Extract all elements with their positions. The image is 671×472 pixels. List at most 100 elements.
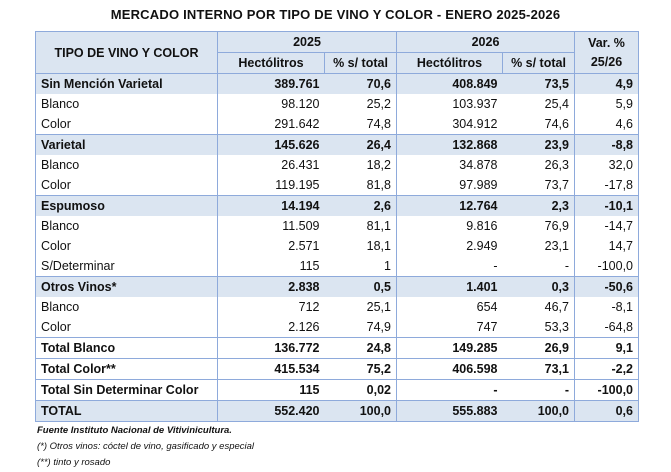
cell-pct26: 74,6	[544, 117, 569, 131]
cell-hl26: 555.883	[396, 400, 503, 422]
cell-hl25: 98.120	[217, 94, 325, 114]
row-label: Blanco	[35, 297, 218, 317]
cell-pct25: 18,2	[366, 158, 391, 172]
cell-pct25: 25,2	[366, 97, 391, 111]
row-label: Blanco	[35, 155, 218, 175]
cell-var: 32,0	[574, 155, 639, 175]
table-row: Otros Vinos* 2.838 0,5 1.401 0,3 -50,6	[35, 276, 639, 297]
cell-pct25: 26,4	[324, 134, 397, 155]
footnote-other-wines: (*) Otros vinos: cóctel de vino, gasific…	[37, 441, 255, 452]
cell-var: 4,9	[574, 73, 639, 94]
table-row: Color 291.642 74,8 304.912 74,6 4,6	[35, 114, 639, 135]
source-note: Fuente Instituto Nacional de Vitivinicul…	[37, 425, 232, 436]
cell-pct26: -	[564, 259, 569, 273]
cell-var: -17,8	[574, 175, 639, 196]
footnote-color: (**) tinto y rosado	[37, 457, 111, 468]
table-row: Sin Mención Varietal 389.761 70,6 408.849 73…	[35, 73, 639, 94]
cell-hl25: 389.761	[217, 73, 325, 94]
footnotes: Fuente Instituto Nacional de Vitivinicul…	[37, 423, 254, 471]
cell-hl25: 2.571	[217, 236, 325, 256]
cell-hl25: 115	[217, 256, 325, 277]
cell-hl25: 14.194	[217, 195, 325, 216]
cell-pct26: 26,3	[544, 158, 569, 172]
table-row: Blanco 98.120 25,2 103.937 25,4 5,9	[35, 94, 639, 114]
cell-pct25: 25,1	[366, 300, 391, 314]
cell-var: -8,1	[574, 297, 639, 317]
cell-hl26: 12.764	[396, 195, 503, 216]
cell-pct25: 2,6	[324, 195, 397, 216]
cell-var: 9,1	[574, 337, 639, 359]
cell-hl25: 26.431	[217, 155, 325, 175]
cell-pct25: 74,8	[366, 117, 391, 131]
cell-hl26: 304.912	[396, 114, 503, 135]
cell-pct25: 74,9	[366, 320, 391, 334]
table-row: TOTAL 552.420 100,0 555.883 100,0 0,6	[35, 400, 639, 422]
row-label: Total Color**	[35, 358, 218, 380]
header-hl-2026: Hectólitros	[396, 52, 503, 74]
cell-hl26: 103.937	[396, 94, 503, 114]
cell-hl25: 712	[217, 297, 325, 317]
table-body: Sin Mención Varietal 389.761 70,6 408.849 73…	[35, 73, 639, 422]
table-row: Color 2.126 74,9 747 53,3 -64,8	[35, 317, 639, 338]
row-label: Blanco	[35, 216, 218, 236]
table-row: Total Blanco 136.772 24,8 149.285 26,9 9,1	[35, 337, 639, 359]
cell-pct26: 25,4	[544, 97, 569, 111]
header-year-2026: 2026	[396, 31, 575, 53]
row-label: Otros Vinos*	[35, 276, 218, 297]
cell-pct25: 81,1	[366, 219, 391, 233]
cell-pct26: 73,5	[502, 73, 575, 94]
cell-pct26: 23,1	[544, 239, 569, 253]
cell-pct26: -	[502, 379, 575, 401]
cell-var: -8,8	[574, 134, 639, 155]
cell-hl25: 552.420	[217, 400, 325, 422]
table-row: Total Color** 415.534 75,2 406.598 73,1 -2,2	[35, 358, 639, 380]
row-label: Color	[35, 317, 218, 338]
cell-hl26: 132.868	[396, 134, 503, 155]
cell-var: 14,7	[574, 236, 639, 256]
cell-hl25: 291.642	[217, 114, 325, 135]
cell-hl26: 654	[396, 297, 503, 317]
cell-var: -2,2	[574, 358, 639, 380]
cell-hl25: 119.195	[217, 175, 325, 196]
cell-hl26: -	[396, 379, 503, 401]
cell-pct25: 81,8	[366, 178, 391, 192]
cell-var: -50,6	[574, 276, 639, 297]
cell-var: 4,6	[574, 114, 639, 135]
cell-hl26: 34.878	[396, 155, 503, 175]
cell-hl25: 415.534	[217, 358, 325, 380]
cell-hl25: 136.772	[217, 337, 325, 359]
cell-hl25: 2.838	[217, 276, 325, 297]
cell-pct25: 1	[384, 259, 391, 273]
row-label: Color	[35, 114, 218, 135]
table-row: Blanco 712 25,1 654 46,7 -8,1	[35, 297, 639, 317]
header-hl-2025: Hectólitros	[217, 52, 325, 74]
cell-hl26: 149.285	[396, 337, 503, 359]
cell-pct26: 0,3	[502, 276, 575, 297]
row-label: Varietal	[35, 134, 218, 155]
cell-hl26: -	[396, 256, 503, 277]
table-row: Color 2.571 18,1 2.949 23,1 14,7	[35, 236, 639, 256]
row-label: Total Sin Determinar Color	[35, 379, 218, 401]
cell-pct25: 0,02	[324, 379, 397, 401]
cell-pct26: 73,1	[502, 358, 575, 380]
cell-pct25: 24,8	[324, 337, 397, 359]
cell-pct26: 46,7	[544, 300, 569, 314]
cell-hl25: 145.626	[217, 134, 325, 155]
cell-hl26: 2.949	[396, 236, 503, 256]
row-label: Color	[35, 175, 218, 196]
cell-var: -100,0	[574, 256, 639, 277]
cell-pct25: 70,6	[324, 73, 397, 94]
cell-var: -14,7	[574, 216, 639, 236]
row-label: Color	[35, 236, 218, 256]
table-row: Blanco 11.509 81,1 9.816 76,9 -14,7	[35, 216, 639, 236]
wine-market-table: TIPO DE VINO Y COLOR 2025 2026 Var. % 25…	[35, 31, 639, 422]
row-label: TOTAL	[35, 400, 218, 422]
cell-pct25: 0,5	[324, 276, 397, 297]
cell-var: 5,9	[574, 94, 639, 114]
row-label: Sin Mención Varietal	[35, 73, 218, 94]
table-row: S/Determinar 115 1- - -100,0	[35, 256, 639, 277]
cell-pct26: 73,7	[544, 178, 569, 192]
row-label: S/Determinar	[35, 256, 218, 277]
header-pct-2026: % s/ total	[502, 52, 575, 74]
cell-hl26: 406.598	[396, 358, 503, 380]
